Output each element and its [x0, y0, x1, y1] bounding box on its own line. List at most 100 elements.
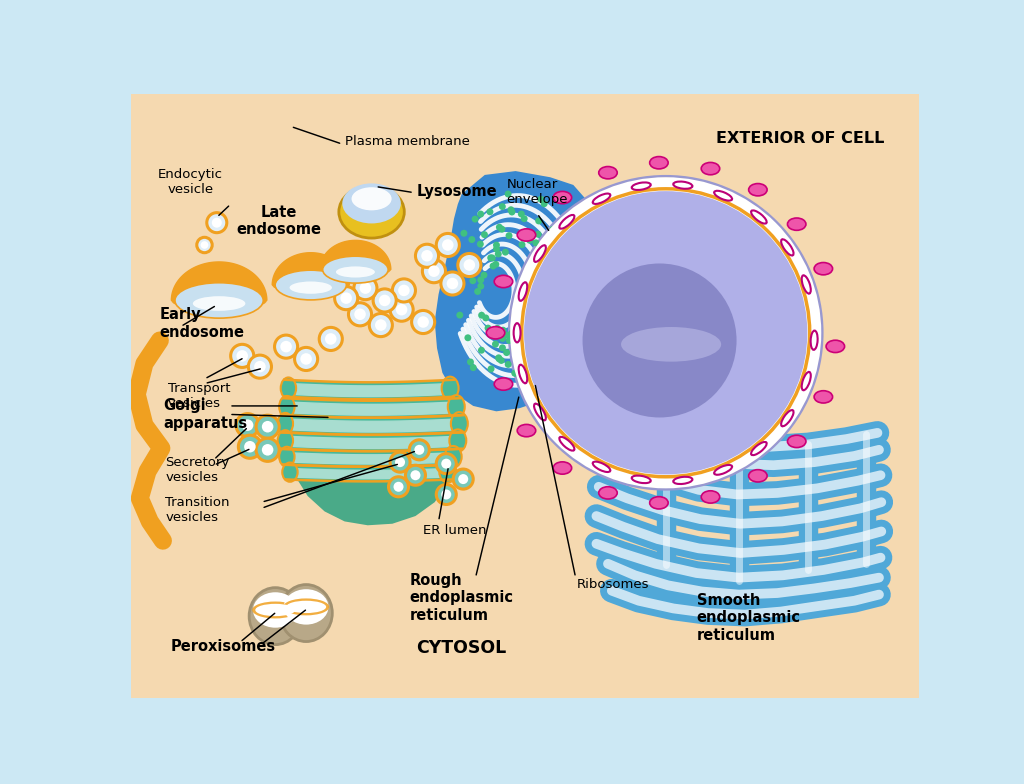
Ellipse shape	[519, 282, 527, 301]
Text: Endocytic
vesicle: Endocytic vesicle	[158, 168, 223, 196]
Circle shape	[488, 255, 496, 261]
Circle shape	[506, 232, 512, 239]
Circle shape	[569, 248, 577, 255]
Circle shape	[370, 314, 392, 336]
Circle shape	[503, 349, 510, 356]
Circle shape	[497, 328, 504, 335]
Text: Smooth
endoplasmic
reticulum: Smooth endoplasmic reticulum	[696, 593, 801, 643]
Ellipse shape	[599, 487, 617, 499]
Circle shape	[498, 357, 505, 364]
Circle shape	[406, 465, 425, 485]
Text: CYTOSOL: CYTOSOL	[417, 639, 507, 657]
Circle shape	[239, 435, 261, 459]
Ellipse shape	[441, 376, 459, 400]
Ellipse shape	[336, 267, 375, 278]
Circle shape	[348, 303, 372, 326]
Ellipse shape	[275, 270, 346, 300]
Circle shape	[256, 438, 280, 461]
Circle shape	[493, 241, 500, 249]
Circle shape	[492, 341, 499, 347]
Circle shape	[262, 444, 273, 456]
Circle shape	[550, 226, 556, 233]
Text: Secretory
vesicles: Secretory vesicles	[165, 456, 229, 484]
Circle shape	[300, 353, 312, 365]
Ellipse shape	[811, 331, 817, 350]
Ellipse shape	[517, 229, 536, 241]
Circle shape	[477, 277, 484, 283]
Circle shape	[422, 260, 445, 283]
Circle shape	[418, 316, 429, 328]
Circle shape	[458, 253, 481, 277]
Circle shape	[558, 239, 565, 246]
Ellipse shape	[283, 463, 298, 482]
Ellipse shape	[593, 462, 610, 472]
Circle shape	[256, 416, 280, 438]
Circle shape	[379, 295, 390, 307]
Circle shape	[521, 216, 527, 222]
Circle shape	[281, 341, 292, 353]
Ellipse shape	[673, 182, 692, 189]
Ellipse shape	[814, 263, 833, 275]
Circle shape	[237, 414, 259, 437]
Text: Plasma membrane: Plasma membrane	[345, 136, 469, 148]
Ellipse shape	[781, 239, 794, 256]
Circle shape	[359, 282, 371, 294]
Ellipse shape	[486, 327, 505, 339]
Circle shape	[534, 329, 541, 336]
Polygon shape	[272, 252, 349, 285]
Circle shape	[421, 250, 433, 262]
Circle shape	[274, 335, 298, 358]
Circle shape	[487, 254, 495, 261]
Ellipse shape	[749, 183, 767, 196]
Circle shape	[529, 357, 537, 364]
Circle shape	[508, 330, 515, 337]
Circle shape	[508, 206, 514, 213]
Circle shape	[499, 203, 506, 210]
Circle shape	[518, 333, 525, 340]
Circle shape	[415, 445, 424, 455]
Circle shape	[577, 327, 583, 334]
Circle shape	[207, 212, 226, 233]
Circle shape	[237, 350, 248, 361]
Circle shape	[553, 265, 560, 272]
Ellipse shape	[553, 191, 571, 204]
Circle shape	[495, 251, 502, 257]
Circle shape	[395, 457, 406, 467]
Circle shape	[458, 474, 468, 484]
Circle shape	[518, 241, 525, 248]
Ellipse shape	[284, 590, 329, 625]
Circle shape	[454, 469, 473, 489]
Circle shape	[560, 228, 567, 235]
Ellipse shape	[519, 365, 527, 383]
Text: Early
endosome: Early endosome	[160, 307, 245, 339]
Ellipse shape	[814, 390, 833, 403]
Circle shape	[499, 335, 506, 342]
Ellipse shape	[517, 424, 536, 437]
Circle shape	[375, 319, 387, 331]
Circle shape	[428, 266, 439, 277]
Circle shape	[410, 440, 429, 460]
Circle shape	[502, 249, 509, 256]
Circle shape	[496, 354, 502, 361]
Circle shape	[393, 482, 403, 492]
Circle shape	[230, 344, 254, 368]
Circle shape	[474, 288, 481, 295]
Ellipse shape	[252, 601, 298, 619]
Circle shape	[484, 325, 492, 332]
Ellipse shape	[495, 275, 513, 288]
Circle shape	[554, 304, 561, 311]
Circle shape	[340, 292, 352, 304]
Ellipse shape	[714, 465, 732, 475]
Ellipse shape	[278, 430, 293, 451]
Circle shape	[470, 365, 477, 371]
Ellipse shape	[714, 191, 732, 201]
Text: EXTERIOR OF CELL: EXTERIOR OF CELL	[716, 131, 884, 146]
Ellipse shape	[559, 215, 574, 229]
Circle shape	[519, 374, 526, 380]
Circle shape	[536, 217, 542, 224]
Circle shape	[549, 370, 556, 377]
Circle shape	[496, 355, 503, 362]
Text: Late
endosome: Late endosome	[236, 205, 321, 238]
Circle shape	[556, 346, 563, 353]
Circle shape	[254, 361, 265, 372]
